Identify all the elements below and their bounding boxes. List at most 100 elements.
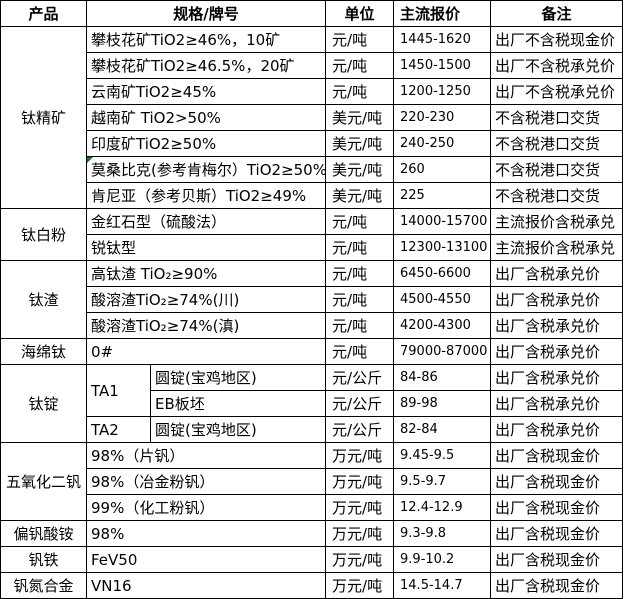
spec-cell: 攀枝花矿TiO2≥46.5%，20矿 [85,52,327,79]
price-cell: 4500-4550 [393,286,492,313]
spec-cell: 肯尼亚（参考贝斯）TiO2≥49% [85,182,327,209]
unit-cell: 元/公斤 [325,416,395,443]
spec-cell: 云南矿TiO2≥45% [85,78,327,105]
spec-cell: 锐钛型 [85,234,327,261]
col-header-unit: 单位 [325,0,395,27]
spec-cell: 越南矿 TiO2>50% [85,104,327,131]
price-cell: 9.45-9.5 [393,442,492,469]
note-cell: 出厂含税承兑价 [490,286,624,313]
table-row: 钛锭 TA1 圆锭(宝鸡地区) 元/公斤 84-86 出厂含税承兑价 [0,364,624,443]
price-cell: 1445-1620 [393,26,492,53]
product-group-label: 钛精矿 [0,26,87,209]
note-cell: 出厂不含税承兑价 [490,78,624,105]
table-row: 云南矿TiO2≥45% 元/吨 1200-1250 出厂不含税承兑价 [1,78,624,105]
unit-cell: 万元/吨 [325,442,395,469]
product-group-label: 钛白粉 [0,208,87,261]
product-group-label: 五氧化二钒 [0,442,87,521]
unit-cell: 元/吨 [325,26,395,53]
unit-cell: 美元/吨 [325,182,395,209]
unit-cell: 万元/吨 [325,520,395,547]
price-cell: 260 [393,156,492,183]
note-cell: 出厂含税承兑价 [490,338,624,365]
unit-cell: 万元/吨 [325,494,395,521]
note-cell: 出厂含税现金价 [490,572,624,599]
table-row: 攀枝花矿TiO2≥46.5%，20矿 元/吨 1450-1500 出厂不含税承兑… [1,52,624,79]
note-cell: 出厂含税现金价 [490,468,624,495]
spec-cell: EB板坯 [149,390,327,417]
unit-cell: 元/吨 [325,312,395,339]
spec-cell: VN16 [85,572,327,599]
product-group-label: 钒氮合金 [0,572,87,599]
table-row: 98%（冶金粉钒） 万元/吨 9.5-9.7 出厂含税现金价 [1,468,624,495]
spec-cell: 99%（化工粉钒） [85,494,327,521]
spec-cell: 攀枝花矿TiO2≥46%，10矿 [85,26,327,53]
note-cell: 出厂含税承兑价 [490,312,624,339]
unit-cell: 万元/吨 [325,572,395,599]
unit-cell: 元/吨 [325,286,395,313]
note-cell: 主流报价含税承兑 [490,234,624,261]
price-cell: 79000-87000 [393,338,492,365]
price-cell: 9.5-9.7 [393,468,492,495]
table-row: 偏钒酸铵 98% 万元/吨 9.3-9.8 出厂含税现金价 [0,520,624,547]
price-cell: 84-86 [393,364,492,391]
table-row: 酸溶渣TiO₂≥74%(川) 元/吨 4500-4550 出厂含税承兑价 [1,286,624,313]
table-row: 钒铁 FeV50 万元/吨 9.9-10.2 出厂含税现金价 [0,546,624,573]
spec-cell: 酸溶渣TiO₂≥74%(川) [85,286,327,313]
note-cell: 出厂含税现金价 [490,520,624,547]
unit-cell: 元/吨 [325,234,395,261]
grade-cell: TA2 [86,416,151,443]
spec-text: 莫桑比克(参考肯梅尔）TiO2≥50% [91,161,326,179]
note-cell: 出厂含税承兑价 [490,416,624,443]
price-cell: 4200-4300 [393,312,492,339]
table-row: 酸溶渣TiO₂≥74%(滇) 元/吨 4200-4300 出厂含税承兑价 [1,312,624,339]
table-row: 五氧化二钒 98%（片钒） 万元/吨 9.45-9.5 出厂含税现金价 [0,442,624,521]
note-cell: 出厂含税承兑价 [490,260,624,287]
product-group-label: 钛锭 [0,364,87,443]
product-group-label: 偏钒酸铵 [0,520,87,547]
table-row: 肯尼亚（参考贝斯）TiO2≥49% 美元/吨 225 不含税港口交货 [1,182,624,209]
spec-cell: 金红石型（硫酸法） [85,208,327,235]
unit-cell: 元/吨 [325,338,395,365]
price-cell: 9.9-10.2 [393,546,492,573]
table-row: 钛渣 高钛渣 TiO₂≥90% 元/吨 6450-6600 出厂含税承兑价 [0,260,624,339]
unit-cell: 万元/吨 [325,546,395,573]
note-cell: 出厂不含税现金价 [490,26,624,53]
unit-cell: 元/吨 [325,260,395,287]
note-cell: 出厂含税承兑价 [490,390,624,417]
spec-cell: 莫桑比克(参考肯梅尔）TiO2≥50% [85,156,327,183]
note-cell: 出厂含税承兑价 [490,364,624,391]
spec-cell: 98%（冶金粉钒） [85,468,327,495]
price-cell: 12300-13100 [393,234,492,261]
table-row: 锐钛型 元/吨 12300-13100 主流报价含税承兑 [1,234,624,261]
unit-cell: 美元/吨 [325,130,395,157]
note-cell: 出厂不含税承兑价 [490,52,624,79]
note-cell: 出厂含税现金价 [490,442,624,469]
spec-cell: 98% [85,520,327,547]
table-row: 印度矿TiO2≥50% 美元/吨 240-250 不含税港口交货 [1,130,624,157]
note-cell: 出厂含税现金价 [490,546,624,573]
product-group-label: 钒铁 [0,546,87,573]
table-row: 海绵钛 0# 元/吨 79000-87000 出厂含税承兑价 [0,338,624,365]
price-cell: 225 [393,182,492,209]
product-group-label: 钛渣 [0,260,87,339]
price-cell: 240-250 [393,130,492,157]
price-cell: 12.4-12.9 [393,494,492,521]
note-cell: 不含税港口交货 [490,182,624,209]
note-cell: 主流报价含税承兑 [490,208,624,235]
spec-cell: 0# [85,338,327,365]
unit-cell: 元/吨 [325,208,395,235]
spec-cell: FeV50 [85,546,327,573]
table-row: TA2 圆锭(宝鸡地区) 元/公斤 82-84 出厂含税承兑价 [1,416,624,443]
unit-cell: 美元/吨 [325,104,395,131]
price-cell: 1200-1250 [393,78,492,105]
price-cell: 6450-6600 [393,260,492,287]
table-row: 莫桑比克(参考肯梅尔）TiO2≥50% 美元/吨 260 不含税港口交货 [1,156,624,183]
table-row: 钛精矿 攀枝花矿TiO2≥46%，10矿 元/吨 1445-1620 出厂不含税… [0,26,624,209]
spec-cell: 圆锭(宝鸡地区) [149,416,327,443]
spec-cell: 酸溶渣TiO₂≥74%(滇) [85,312,327,339]
spec-cell: 圆锭(宝鸡地区) [149,364,327,391]
cell-comment-flag-icon [87,157,93,163]
spec-cell: 印度矿TiO2≥50% [85,130,327,157]
table-row: 钒氮合金 VN16 万元/吨 14.5-14.7 出厂含税现金价 [0,572,624,599]
